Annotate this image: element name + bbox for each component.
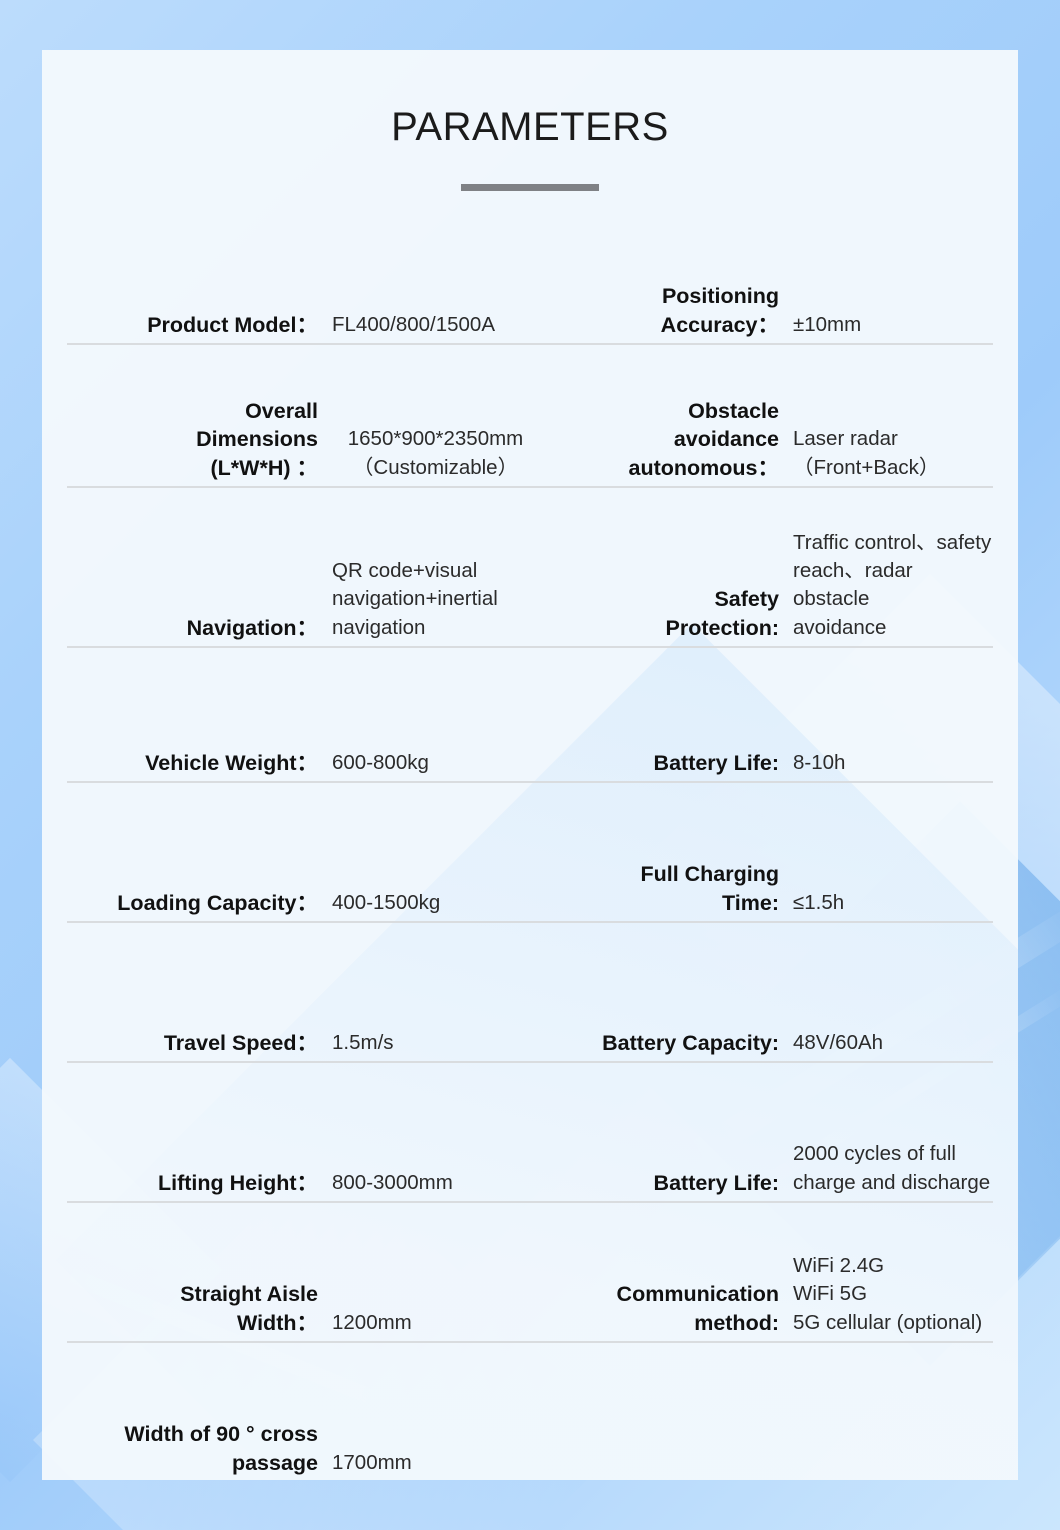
spec-label: Overall Dimensions (L*W*H) ：	[196, 398, 318, 480]
table-row: Vehicle Weight： 600-800kg Battery Life: 8-1…	[67, 648, 993, 783]
spec-cell-right: Battery Life: 2000 cycles of full charge …	[539, 1140, 993, 1197]
table-row: Straight Aisle Width： 1200mm Communication…	[67, 1203, 993, 1343]
spec-cell-left: Lifting Height： 800-3000mm	[67, 1169, 539, 1197]
spec-value: 1.5m/s	[332, 1030, 394, 1054]
spec-value: WiFi 2.4G WiFi 5G 5G cellular (optional)	[793, 1254, 983, 1334]
table-row: Product Model： FL400/800/1500A Positioning…	[67, 239, 993, 345]
spec-value: 1700mm	[332, 1450, 412, 1474]
table-row: Navigation： QR code+visual navigation+ine…	[67, 488, 993, 648]
spec-cell-left: Vehicle Weight： 600-800kg	[67, 749, 539, 777]
table-row: Lifting Height： 800-3000mm Battery Life: 20…	[67, 1063, 993, 1203]
parameters-panel: PARAMETERS Product Model： FL400/800/1500A…	[42, 50, 1018, 1480]
spec-cell-left: Navigation： QR code+visual navigation+ine…	[67, 557, 539, 642]
spec-label: Battery Capacity:	[602, 1030, 779, 1055]
specifications-table: Product Model： FL400/800/1500A Positioning…	[42, 239, 1018, 1480]
spec-label: Communication method:	[616, 1282, 779, 1335]
spec-cell-left: Loading Capacity： 400-1500kg	[67, 889, 539, 917]
spec-cell-right: Battery Capacity: 48V/60Ah	[539, 1029, 993, 1057]
spec-cell-right: Positioning Accuracy： ±10mm	[539, 282, 993, 339]
spec-value: 1650*900*2350mm （Customizable）	[347, 427, 524, 479]
spec-value: 2000 cycles of full charge and discharge	[793, 1142, 991, 1194]
spec-value: 8-10h	[793, 750, 846, 774]
spec-label: Navigation：	[186, 615, 318, 640]
spec-label: Positioning Accuracy：	[660, 284, 779, 337]
spec-value: QR code+visual navigation+inertial navig…	[332, 559, 498, 639]
spec-cell-right: Obstacle avoidance autonomous： Laser rada…	[539, 397, 993, 482]
table-row: Loading Capacity： 400-1500kg Full Charging…	[67, 783, 993, 923]
spec-cell-right: Battery Life: 8-10h	[539, 749, 993, 777]
spec-cell-left: Width of 90 ° cross passage 1700mm	[67, 1420, 539, 1477]
spec-label: Obstacle avoidance autonomous：	[628, 398, 780, 480]
spec-label: Battery Life:	[653, 750, 779, 775]
spec-value: 48V/60Ah	[793, 1030, 884, 1054]
spec-cell-right: Safety Protection: Traffic control、safety…	[539, 529, 993, 642]
spec-label: Product Model：	[147, 312, 318, 337]
spec-label: Loading Capacity：	[117, 890, 318, 915]
spec-value: ≤1.5h	[793, 890, 845, 914]
spec-value: FL400/800/1500A	[332, 312, 495, 336]
page-title: PARAMETERS	[391, 105, 669, 149]
spec-label: Travel Speed：	[163, 1030, 318, 1055]
spec-value: 800-3000mm	[332, 1170, 453, 1194]
spec-label: Battery Life:	[653, 1170, 779, 1195]
spec-cell-left: Straight Aisle Width： 1200mm	[67, 1280, 539, 1337]
spec-value: 400-1500kg	[332, 890, 441, 914]
table-row: Travel Speed： 1.5m/s Battery Capacity: 48V/…	[67, 923, 993, 1063]
spec-label: Lifting Height：	[157, 1170, 318, 1195]
spec-cell-left: Overall Dimensions (L*W*H) ： 1650*900*235…	[67, 397, 539, 482]
spec-value: ±10mm	[793, 312, 862, 336]
table-row: Overall Dimensions (L*W*H) ： 1650*900*235…	[67, 345, 993, 488]
spec-label: Full Charging Time:	[640, 862, 779, 915]
spec-value: Traffic control、safety reach、radar obsta…	[793, 530, 992, 639]
spec-label: Straight Aisle Width：	[180, 1282, 318, 1335]
spec-value: 1200mm	[332, 1310, 412, 1334]
spec-cell-right: Communication method: WiFi 2.4G WiFi 5G 5…	[539, 1252, 993, 1337]
spec-label: Width of 90 ° cross passage	[124, 1422, 318, 1475]
spec-label: Vehicle Weight：	[145, 750, 318, 775]
spec-cell-left: Product Model： FL400/800/1500A	[67, 311, 539, 339]
table-row: Width of 90 ° cross passage 1700mm	[67, 1343, 993, 1480]
spec-cell-left: Travel Speed： 1.5m/s	[67, 1029, 539, 1057]
spec-label: Safety Protection:	[665, 587, 779, 640]
spec-value: 600-800kg	[332, 750, 429, 774]
spec-value: Laser radar （Front+Back）	[793, 427, 940, 479]
title-underline-rule	[461, 184, 599, 191]
spec-cell-right: Full Charging Time: ≤1.5h	[539, 860, 993, 917]
